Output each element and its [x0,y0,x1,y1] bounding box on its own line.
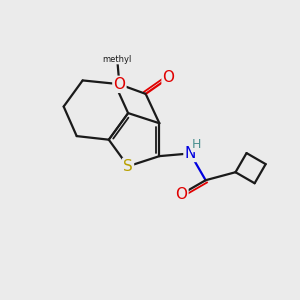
Text: N: N [184,146,196,161]
Text: S: S [123,159,133,174]
Text: O: O [163,70,175,86]
Text: H: H [192,138,201,151]
Text: O: O [113,77,125,92]
Text: methyl: methyl [103,55,132,64]
Text: O: O [176,187,188,202]
